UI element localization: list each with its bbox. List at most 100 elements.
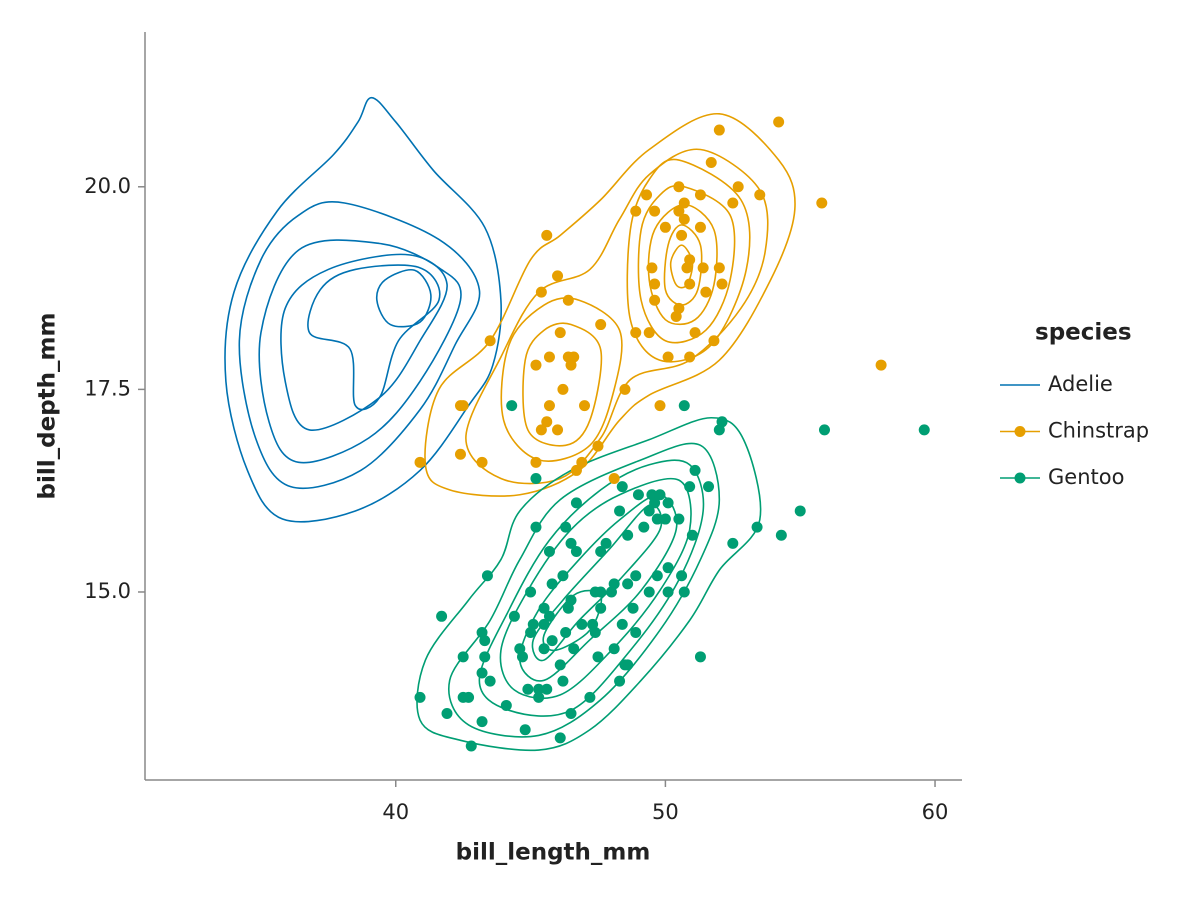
point	[751, 521, 763, 533]
point	[649, 278, 661, 290]
point	[705, 156, 717, 168]
y-tick-label: 20.0	[84, 174, 131, 198]
point	[684, 481, 696, 493]
point	[535, 286, 547, 298]
point	[476, 716, 488, 728]
point	[649, 205, 661, 217]
point	[622, 529, 634, 541]
point	[662, 586, 674, 598]
point	[570, 464, 582, 476]
point	[506, 400, 518, 412]
point	[543, 351, 555, 363]
point	[592, 440, 604, 452]
point	[694, 651, 706, 663]
point	[481, 570, 493, 582]
point	[676, 229, 688, 241]
point	[541, 416, 553, 428]
point	[562, 602, 574, 614]
point	[632, 489, 644, 501]
point	[565, 359, 577, 371]
point	[543, 610, 555, 622]
point	[713, 424, 725, 436]
point	[694, 221, 706, 233]
point	[622, 659, 634, 671]
density-contour	[499, 477, 692, 700]
point	[643, 586, 655, 598]
point	[794, 505, 806, 517]
point	[557, 570, 569, 582]
point	[600, 537, 612, 549]
point	[595, 319, 607, 331]
point	[673, 181, 685, 193]
point	[552, 270, 564, 282]
point	[538, 618, 550, 630]
point	[554, 327, 566, 339]
point	[651, 570, 663, 582]
point	[519, 724, 531, 736]
legend-label: Gentoo	[1048, 465, 1124, 489]
point	[568, 643, 580, 655]
point	[608, 643, 620, 655]
point	[500, 699, 512, 711]
point	[595, 545, 607, 557]
point	[554, 659, 566, 671]
density-contour	[518, 493, 678, 682]
point	[708, 335, 720, 347]
point	[557, 383, 569, 395]
point	[562, 294, 574, 306]
density-contour	[280, 253, 448, 431]
point	[716, 278, 728, 290]
point	[678, 586, 690, 598]
point	[654, 400, 666, 412]
density-contour	[258, 239, 462, 464]
density-contour	[416, 416, 762, 752]
point	[630, 205, 642, 217]
point	[576, 456, 588, 468]
point	[457, 400, 469, 412]
point	[546, 578, 558, 590]
point	[530, 456, 542, 468]
point	[875, 359, 887, 371]
point	[560, 521, 572, 533]
point	[773, 116, 785, 128]
point	[643, 505, 655, 517]
point	[816, 197, 828, 209]
point	[541, 229, 553, 241]
x-tick-label: 60	[922, 800, 949, 824]
point	[641, 189, 653, 201]
legend-label: Adelie	[1048, 372, 1113, 396]
point	[689, 464, 701, 476]
point	[616, 481, 628, 493]
point	[638, 521, 650, 533]
point	[589, 627, 601, 639]
point	[670, 310, 682, 322]
legend-marker	[1014, 426, 1026, 437]
point	[479, 651, 491, 663]
x-tick-label: 50	[652, 800, 679, 824]
point	[584, 691, 596, 703]
legend-title: species	[1035, 320, 1132, 346]
y-axis-title: bill_depth_mm	[35, 313, 61, 500]
point	[454, 448, 466, 460]
point	[530, 359, 542, 371]
point	[684, 278, 696, 290]
density-contour	[626, 158, 751, 363]
point	[484, 335, 496, 347]
point	[608, 473, 620, 485]
point	[689, 327, 701, 339]
y-tick-label: 15.0	[84, 579, 131, 603]
point	[479, 635, 491, 647]
point	[643, 327, 655, 339]
point	[525, 627, 537, 639]
point	[627, 602, 639, 614]
point	[727, 197, 739, 209]
density-contour	[522, 322, 603, 447]
point	[630, 627, 642, 639]
point	[651, 513, 663, 525]
y-tick-label: 17.5	[84, 376, 131, 400]
point	[522, 683, 534, 695]
point	[713, 124, 725, 136]
legend-label: Chinstrap	[1048, 419, 1149, 443]
point	[678, 400, 690, 412]
